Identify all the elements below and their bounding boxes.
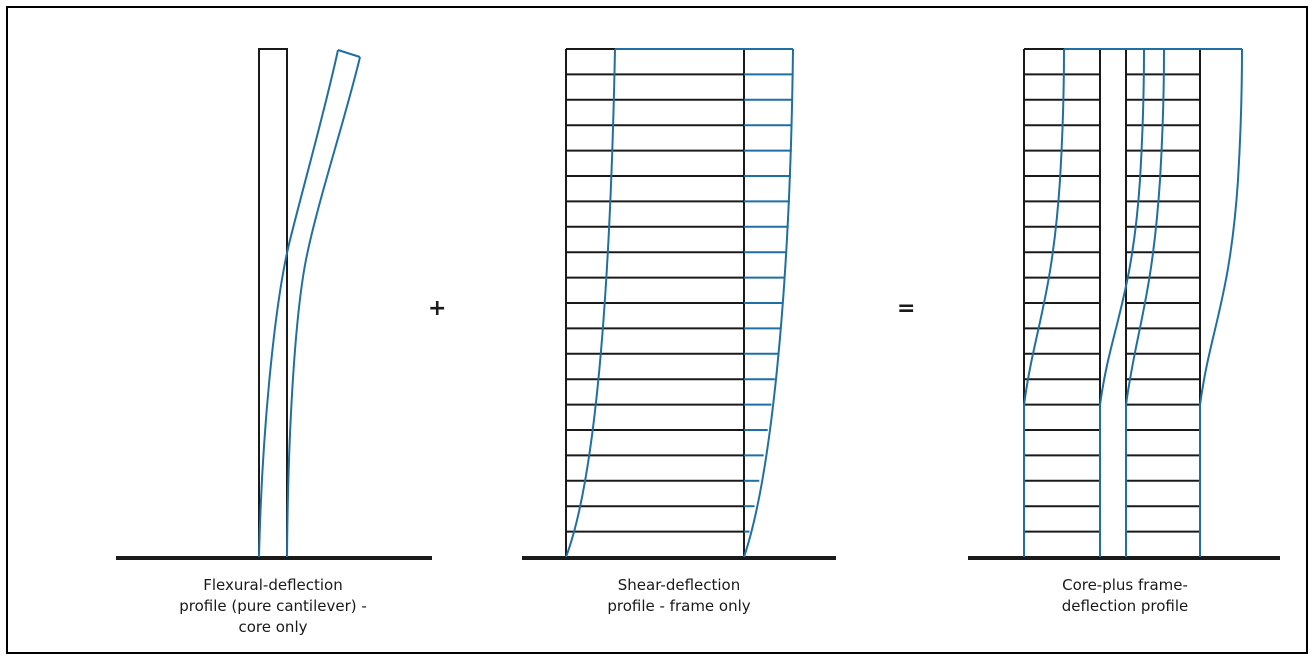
combined-caption: Core-plus frame- deflection profile [975, 575, 1275, 617]
plus-operator: + [428, 296, 447, 321]
caption-line: core only [238, 618, 308, 636]
caption-line: Flexural-deflection [203, 576, 343, 594]
deflected-core-right [1125, 48, 1165, 557]
deflected-core-top [337, 49, 361, 58]
flexural-caption: Flexural-deflection profile (pure cantil… [123, 575, 423, 638]
deflected-column-right [743, 48, 794, 558]
shear-caption: Shear-deflection profile - frame only [529, 575, 829, 617]
caption-line: profile (pure cantilever) - [179, 597, 367, 615]
caption-line: deflection profile [1061, 597, 1189, 615]
core-wall [258, 48, 288, 558]
deflected-column-right [1199, 48, 1243, 557]
shear-panel [522, 48, 836, 560]
equals-operator: = [897, 296, 916, 321]
deflected-core-left [1099, 48, 1145, 557]
flexural-panel [116, 48, 432, 560]
caption-line: Core-plus frame- [1062, 576, 1188, 594]
deflected-column-left [565, 48, 616, 558]
caption-line: Shear-deflection [617, 576, 741, 594]
deflected-column-left [1023, 48, 1065, 557]
deflected-core-right [286, 56, 361, 558]
combined-panel [968, 48, 1280, 560]
deflected-core-left [258, 49, 339, 558]
figure-border [6, 6, 1308, 654]
caption-line: profile - frame only [607, 597, 751, 615]
